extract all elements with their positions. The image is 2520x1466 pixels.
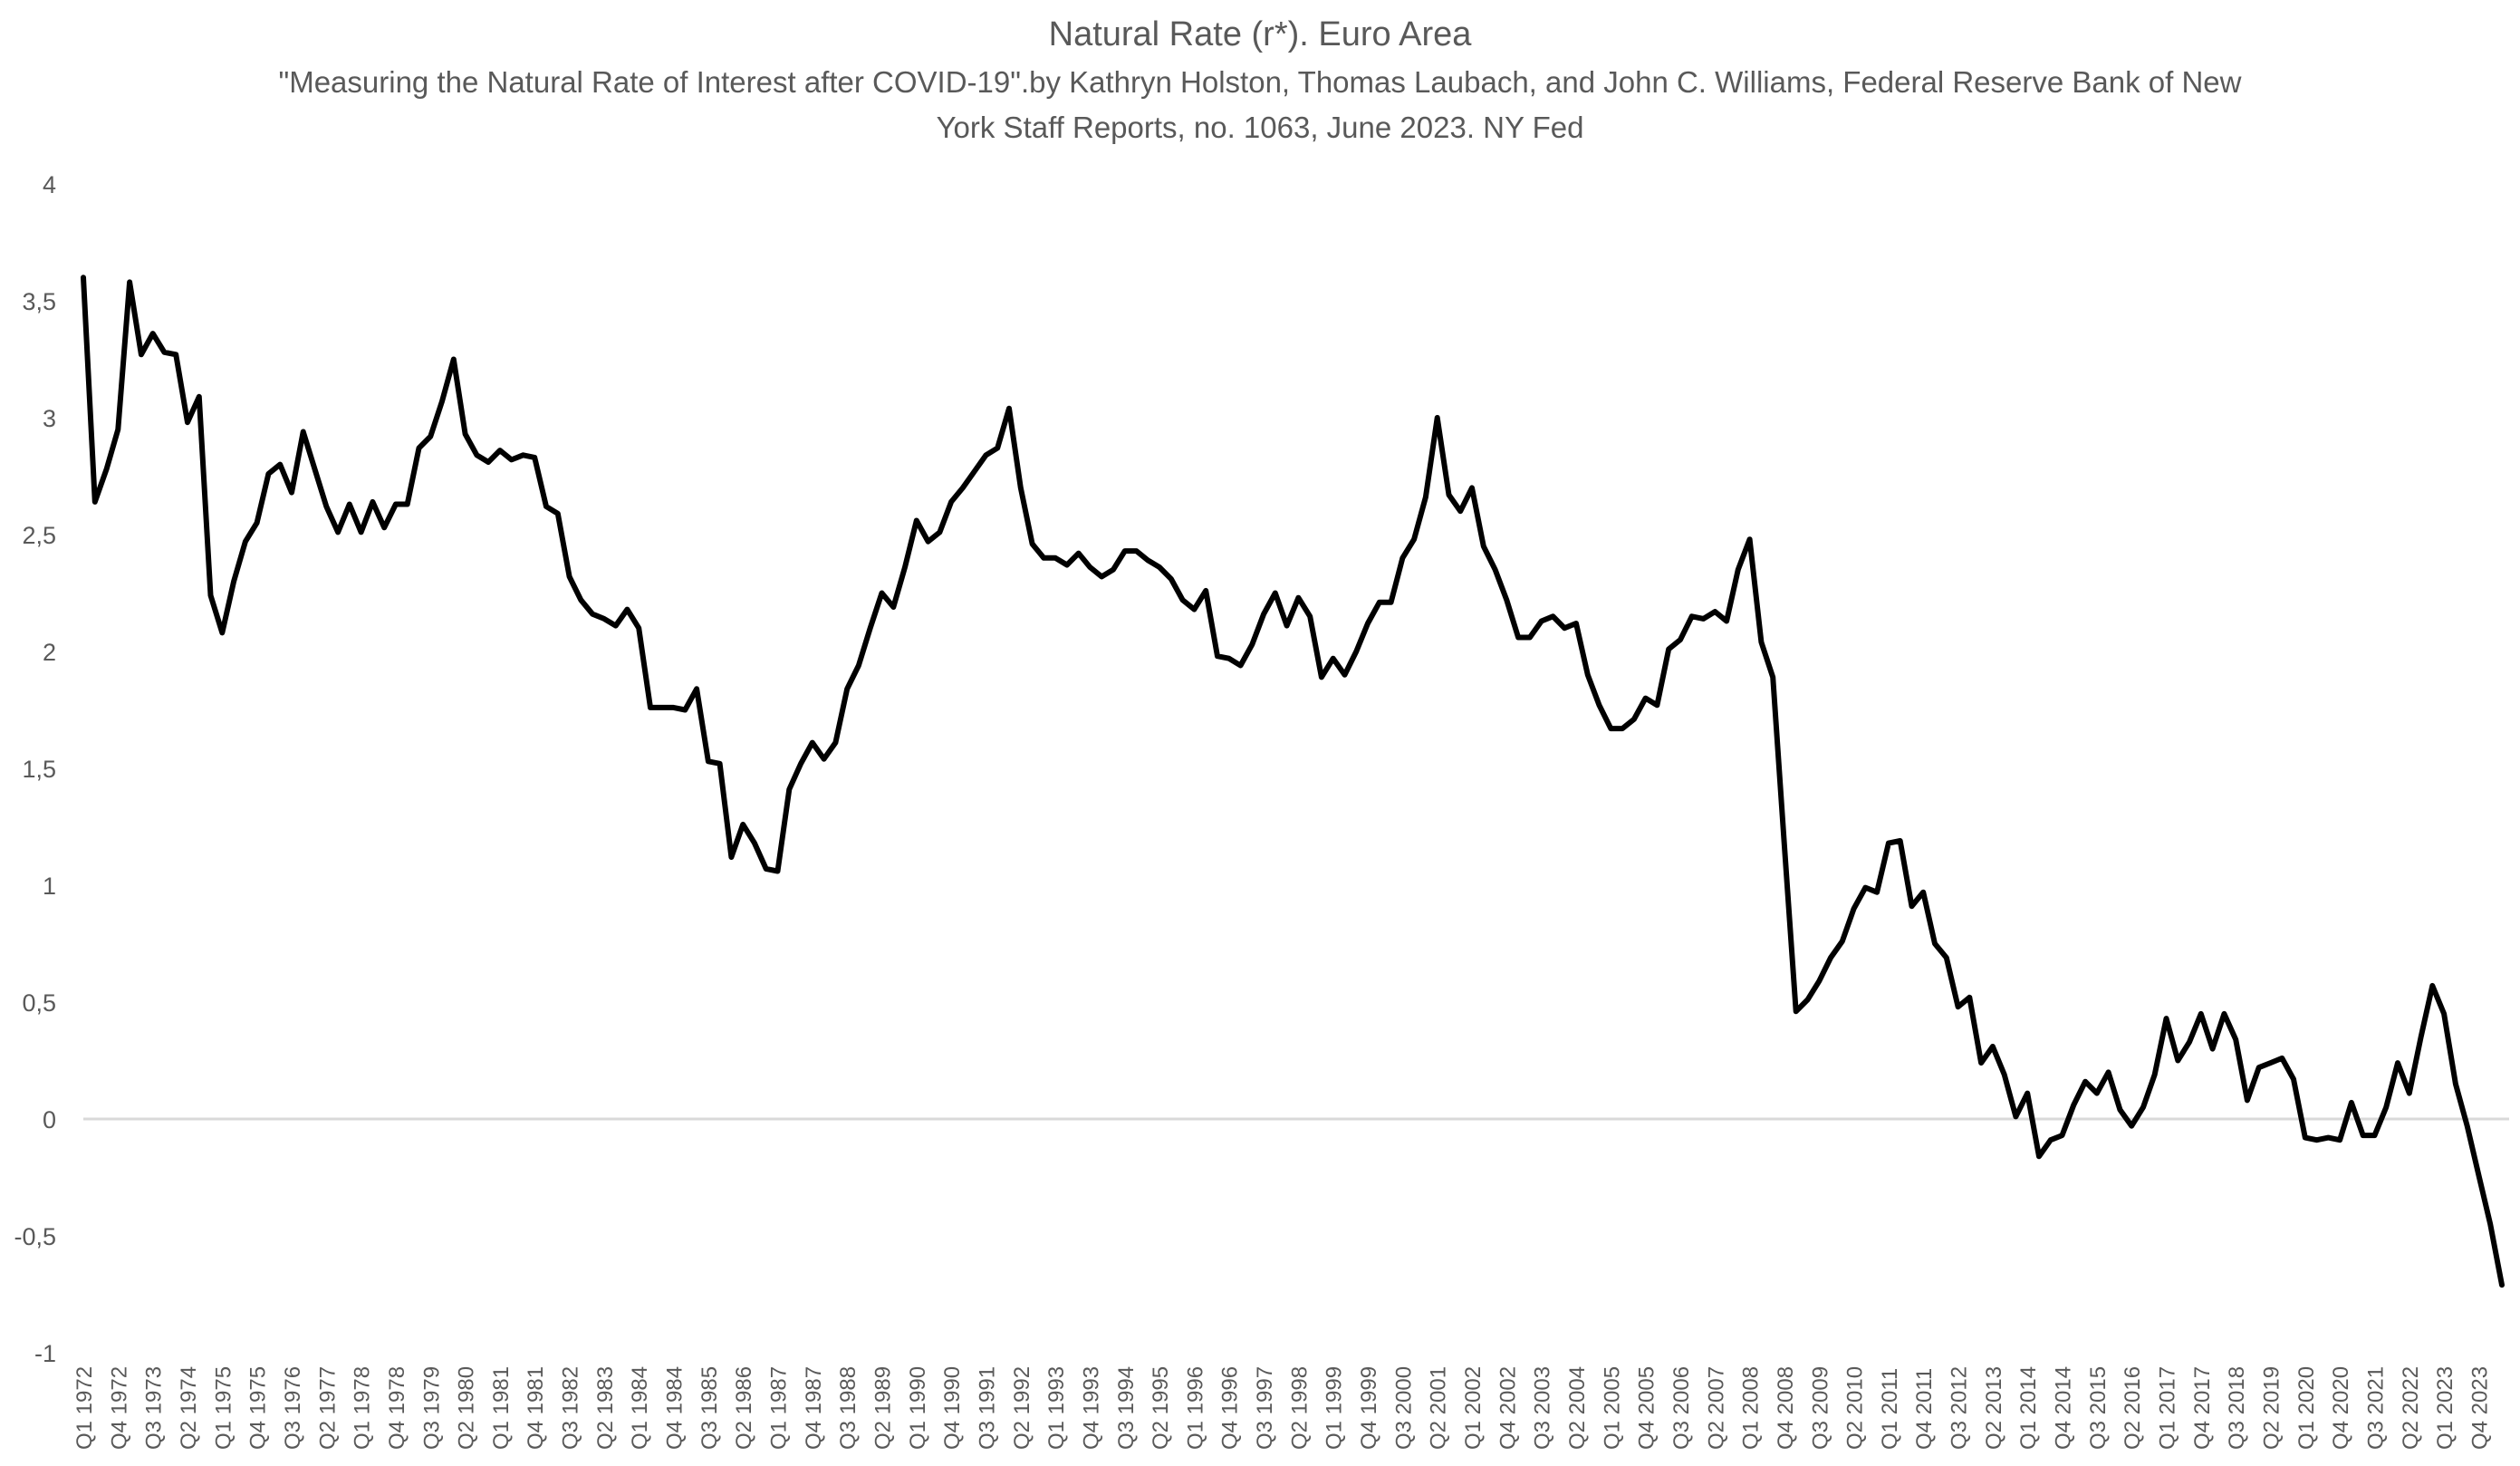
y-tick-label: 1,5 [22,756,56,783]
x-tick-label: Q2 1989 [870,1366,895,1450]
y-tick-label: 3 [43,405,56,432]
x-tick-label: Q3 2003 [1531,1366,1555,1450]
x-tick-label: Q3 1994 [1114,1366,1139,1450]
y-tick-label: 2,5 [22,522,56,549]
x-tick-label: Q3 2000 [1391,1366,1416,1450]
x-tick-label: Q1 2011 [1878,1368,1902,1450]
x-tick-label: Q1 2008 [1739,1366,1764,1450]
x-tick-label: Q4 1981 [524,1366,548,1450]
x-tick-label: Q1 1987 [767,1366,792,1450]
y-tick-label: 0,5 [22,989,56,1017]
x-tick-label: Q2 2004 [1565,1366,1590,1450]
x-tick-label: Q4 1972 [107,1366,131,1450]
x-tick-label: Q3 2018 [2225,1366,2249,1450]
x-tick-label: Q1 2005 [1600,1366,1624,1450]
x-axis: Q1 1972 Q4 1972 Q3 1973 Q2 1974 Q1 1975 Q4 19… [72,1366,2492,1450]
x-tick-label: Q4 2020 [2329,1366,2353,1450]
x-tick-label: Q2 1977 [315,1366,340,1450]
x-tick-label: Q4 1996 [1218,1366,1243,1450]
x-tick-label: Q4 1978 [385,1366,409,1450]
chart-header: Natural Rate (r*). Euro Area "Measuring … [0,13,2520,150]
x-tick-label: Q3 2006 [1669,1366,1694,1450]
x-tick-label: Q3 1979 [419,1366,444,1450]
x-tick-label: Q1 2020 [2294,1366,2319,1450]
x-tick-label: Q4 2017 [2190,1366,2215,1450]
chart-subtitle: "Measuring the Natural Rate of Interest … [278,65,2242,144]
y-tick-label: 2 [43,639,56,666]
chart-title: Natural Rate (r*). Euro Area [1048,15,1472,53]
x-tick-label: Q4 2023 [2467,1366,2492,1450]
x-tick-label: Q2 2016 [2121,1366,2145,1450]
y-tick-label: 3,5 [22,288,56,315]
x-tick-label: Q4 2002 [1496,1366,1520,1450]
x-tick-label: Q4 1975 [246,1366,271,1450]
x-tick-label: Q2 2022 [2399,1366,2423,1450]
x-tick-label: Q3 1976 [281,1366,305,1450]
y-tick-label: 0 [43,1106,56,1133]
x-tick-label: Q3 1973 [142,1366,167,1450]
x-tick-label: Q2 2019 [2259,1366,2284,1450]
x-tick-label: Q1 1996 [1183,1366,1207,1450]
x-tick-label: Q3 2012 [1948,1366,1972,1450]
x-tick-label: Q2 2001 [1427,1366,1451,1450]
x-tick-label: Q1 1999 [1323,1366,1347,1450]
x-tick-label: Q2 1995 [1149,1366,1173,1450]
x-tick-label: Q1 1993 [1044,1366,1069,1450]
x-tick-label: Q4 1987 [802,1366,826,1450]
x-tick-label: Q4 2005 [1635,1366,1659,1450]
x-tick-label: Q4 2008 [1774,1366,1798,1450]
x-tick-label: Q1 1978 [351,1366,375,1450]
x-tick-label: Q2 2007 [1704,1366,1728,1450]
x-tick-label: Q1 2023 [2433,1366,2457,1450]
x-tick-label: Q4 1999 [1357,1366,1381,1450]
x-tick-label: Q1 1990 [906,1366,930,1450]
y-tick-label: 4 [43,171,56,198]
x-tick-label: Q2 1992 [1010,1366,1034,1450]
x-tick-label: Q3 2009 [1808,1366,1832,1450]
x-tick-label: Q2 1974 [177,1366,201,1450]
x-tick-label: Q1 2017 [2156,1366,2180,1450]
x-tick-label: Q1 1984 [628,1366,652,1450]
y-tick-label: 1 [43,873,56,900]
y-tick-label: -0,5 [14,1223,56,1250]
x-tick-label: Q2 2010 [1843,1366,1868,1450]
y-tick-label: -1 [34,1340,56,1367]
x-tick-label: Q2 1980 [455,1366,479,1450]
x-tick-label: Q3 1997 [1253,1366,1277,1450]
x-tick-label: Q1 2002 [1461,1366,1486,1450]
x-tick-label: Q1 1981 [489,1366,514,1450]
x-tick-label: Q1 1975 [211,1366,236,1450]
x-tick-label: Q2 1986 [732,1366,756,1450]
series-line [81,275,2505,1288]
x-tick-label: Q2 2013 [1982,1366,2006,1450]
x-tick-label: Q4 1993 [1079,1366,1103,1450]
y-axis: -1 -0,5 0 0,5 1 1,5 2 2,5 3 3,5 4 [14,171,56,1367]
x-tick-label: Q3 1988 [836,1366,861,1450]
x-tick-label: Q4 2014 [2052,1366,2076,1450]
x-tick-label: Q4 1984 [663,1366,688,1450]
x-tick-label: Q3 1985 [697,1366,722,1450]
x-tick-label: Q3 2015 [2086,1366,2111,1450]
x-tick-label: Q3 1982 [559,1366,583,1450]
x-tick-label: Q3 1991 [975,1366,999,1450]
series-group [81,275,2505,1288]
x-tick-label: Q2 1998 [1287,1366,1312,1450]
x-tick-label: Q1 1972 [72,1366,97,1450]
x-tick-label: Q3 2021 [2363,1366,2388,1450]
x-tick-label: Q2 1983 [593,1366,618,1450]
x-tick-label: Q4 2011 [1912,1368,1937,1450]
x-tick-label: Q4 1990 [940,1366,965,1450]
x-tick-label: Q1 2014 [2016,1366,2041,1450]
